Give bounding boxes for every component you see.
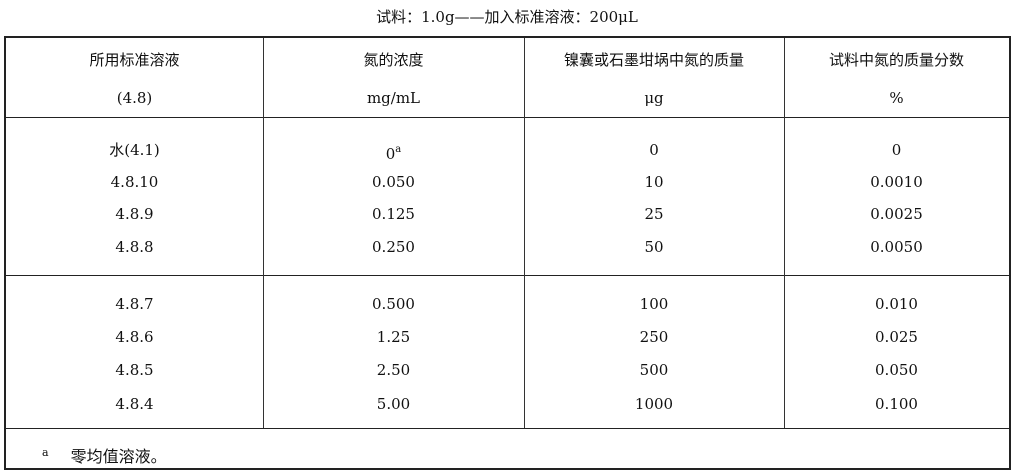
table-cell: 10 [644, 173, 664, 191]
table-cell: 0a [263, 140, 524, 164]
column-header-2: 氮的浓度 [363, 51, 424, 69]
column-header-4: 试料中氮的质量分数 [828, 51, 964, 69]
table-cell: 0 [649, 141, 659, 159]
footnote-mark: a [42, 446, 49, 459]
group-divider [6, 275, 1009, 276]
footnote-divider [6, 428, 1009, 429]
column-unit-1: (4.8) [116, 89, 153, 107]
table-cell: 0.0050 [870, 238, 923, 256]
table-cell: 4.8.7 [115, 295, 154, 313]
table-cell: 5.00 [376, 395, 411, 413]
column-unit-2: mg/mL [366, 89, 421, 107]
footnote: a 零均值溶液。 [42, 443, 167, 467]
table-cell: 500 [639, 361, 669, 379]
table-cell: 0.100 [875, 395, 918, 413]
table-cell: 0.500 [372, 295, 415, 313]
table-cell: 0.010 [875, 295, 918, 313]
data-table: a 零均值溶液。 所用标准溶液 (4.8) 氮的浓度 mg/mL 镍囊或石墨坩埚中氮的质量… [4, 36, 1011, 470]
table-cell: 0 [891, 141, 902, 159]
table-cell: 1000 [634, 395, 674, 413]
header-divider [6, 117, 1009, 118]
table-cell: 0.050 [875, 361, 918, 379]
footnote-ref: a [395, 144, 402, 155]
table-cell: 4.8.10 [110, 173, 159, 191]
table-cell: 50 [644, 238, 664, 256]
table-cell: 0.250 [372, 238, 415, 256]
column-header-3: 镍囊或石墨坩埚中氮的质量 [563, 51, 744, 69]
table-caption: 试料：1.0g——加入标准溶液：200μL [376, 8, 638, 26]
table-cell: 250 [639, 328, 669, 346]
table-cell: 4.8.5 [115, 361, 154, 379]
table-cell: 4.8.6 [115, 328, 154, 346]
table-cell: 水(4.1) [109, 141, 160, 159]
column-unit-3: μg [644, 89, 664, 107]
table-cell: 0.025 [875, 328, 918, 346]
table-cell: 0.050 [372, 173, 415, 191]
table-cell: 4.8.8 [115, 238, 154, 256]
footnote-text: 零均值溶液。 [70, 447, 167, 466]
table-cell: 2.50 [376, 361, 411, 379]
table-cell: 0.0010 [870, 173, 923, 191]
table-cell: 0.125 [372, 205, 415, 223]
column-unit-4: % [889, 89, 904, 107]
column-divider [784, 38, 785, 428]
table-cell: 1.25 [376, 328, 411, 346]
table-cell: 100 [639, 295, 669, 313]
column-header-1: 所用标准溶液 [89, 51, 180, 69]
cell-value: 0 [385, 145, 396, 163]
table-cell: 0.0025 [870, 205, 923, 223]
table-cell: 25 [644, 205, 664, 223]
column-divider [263, 38, 264, 428]
column-divider [524, 38, 525, 428]
table-cell: 4.8.4 [115, 395, 154, 413]
table-cell: 4.8.9 [115, 205, 154, 223]
